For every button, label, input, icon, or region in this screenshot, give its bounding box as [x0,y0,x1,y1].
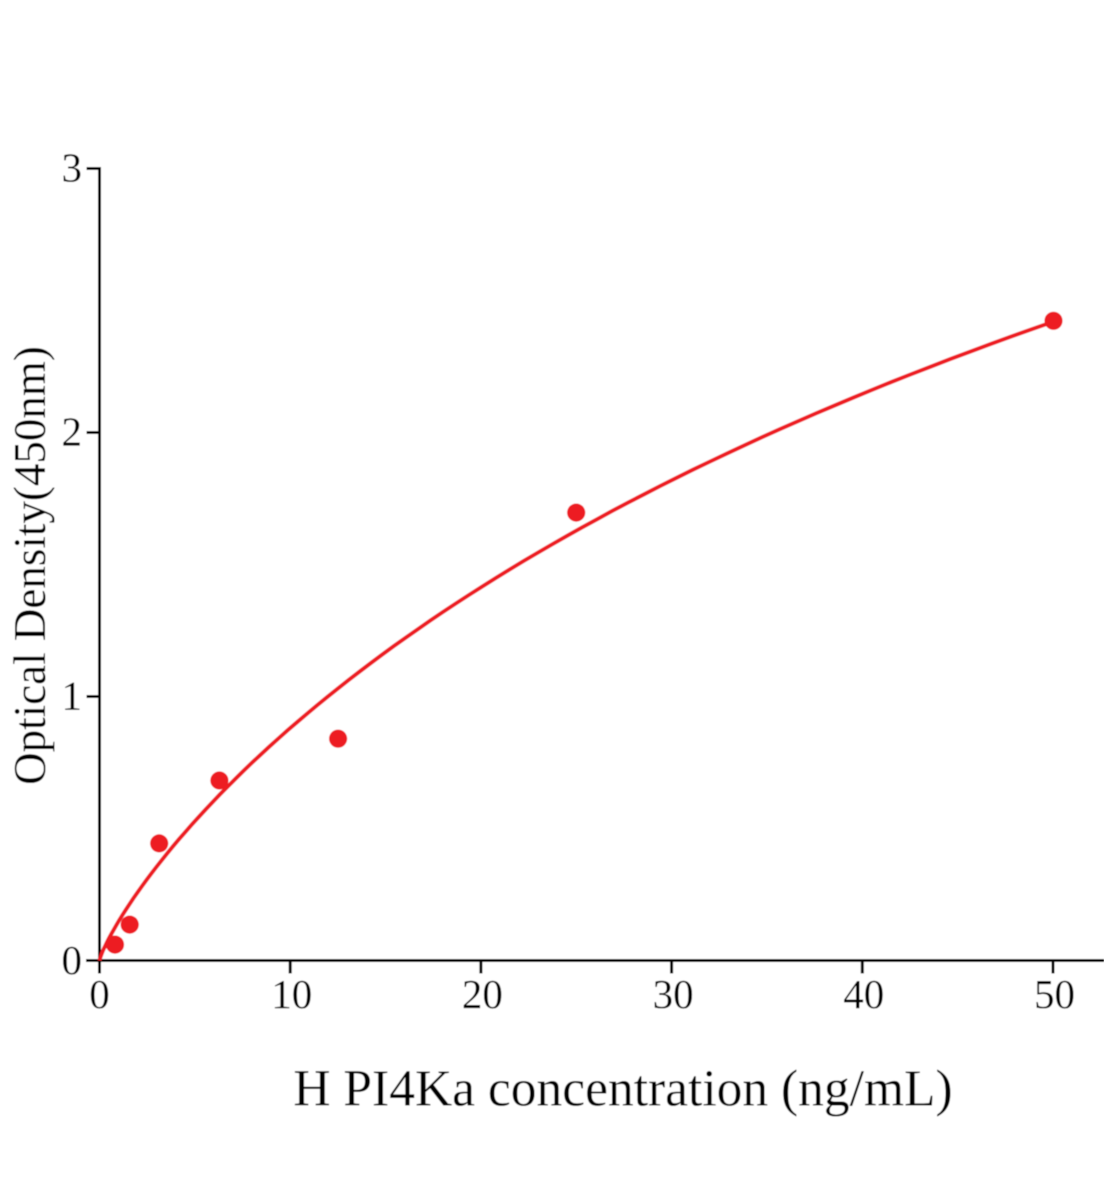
svg-text:Optical Density(450nm): Optical Density(450nm) [5,346,55,785]
svg-text:0: 0 [62,937,83,983]
svg-text:40: 40 [843,971,884,1017]
svg-text:20: 20 [462,971,503,1017]
svg-text:10: 10 [271,971,312,1017]
svg-text:50: 50 [1034,971,1075,1017]
svg-text:H PI4Ka concentration (ng/mL): H PI4Ka concentration (ng/mL) [293,1061,952,1118]
svg-text:3: 3 [62,145,83,191]
svg-text:0: 0 [89,971,110,1017]
svg-text:2: 2 [62,409,83,455]
svg-text:1: 1 [62,673,83,719]
svg-text:30: 30 [653,971,694,1017]
